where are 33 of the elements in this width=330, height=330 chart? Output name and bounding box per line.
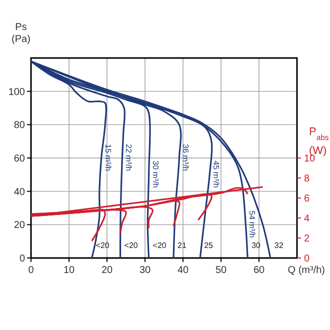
y-tick-label: 40	[14, 186, 26, 198]
x-tick-label: 20	[101, 265, 113, 276]
y2-tick-label: 0	[304, 254, 310, 264]
x-axis-title: Q (m³/h)	[288, 265, 325, 276]
text: 36 m³/h	[181, 144, 190, 172]
y-tick-label: 100	[8, 86, 26, 98]
text: 22 m³/h	[124, 144, 134, 172]
annotation: <20	[124, 241, 138, 250]
y2-tick-label: 8	[304, 174, 310, 184]
y-tick-label: 60	[14, 154, 26, 164]
text: 15 m³/h	[103, 144, 112, 172]
annotation: 21	[178, 241, 187, 250]
y-tick-label: 20	[14, 220, 26, 232]
annotation: <20	[96, 241, 110, 250]
x-tick-label: 50	[215, 265, 227, 276]
x-tick-label: 30	[139, 265, 151, 276]
annotation: 30	[252, 241, 262, 250]
y-tick-label: 0	[19, 254, 26, 264]
annotation: 25	[204, 241, 214, 250]
annotation: <20	[152, 241, 167, 250]
x-tick-label: 10	[63, 265, 75, 276]
y-tick-label: 80	[14, 120, 26, 132]
y-axis-title: Ps (Pa)	[12, 22, 30, 45]
text: 45 m³/h	[212, 160, 221, 188]
y2-tick-label: 4	[304, 214, 310, 224]
x-tick-label: 60	[253, 265, 265, 276]
x-tick-label: 40	[177, 265, 189, 276]
text: 54 m³/h	[248, 210, 257, 238]
annotation: 32	[274, 241, 284, 250]
y2-tick-label: 6	[304, 194, 310, 204]
text: 30 m³/h	[150, 160, 160, 188]
y2-tick-label: 2	[304, 234, 310, 244]
x-tick-label: 0	[28, 265, 34, 276]
